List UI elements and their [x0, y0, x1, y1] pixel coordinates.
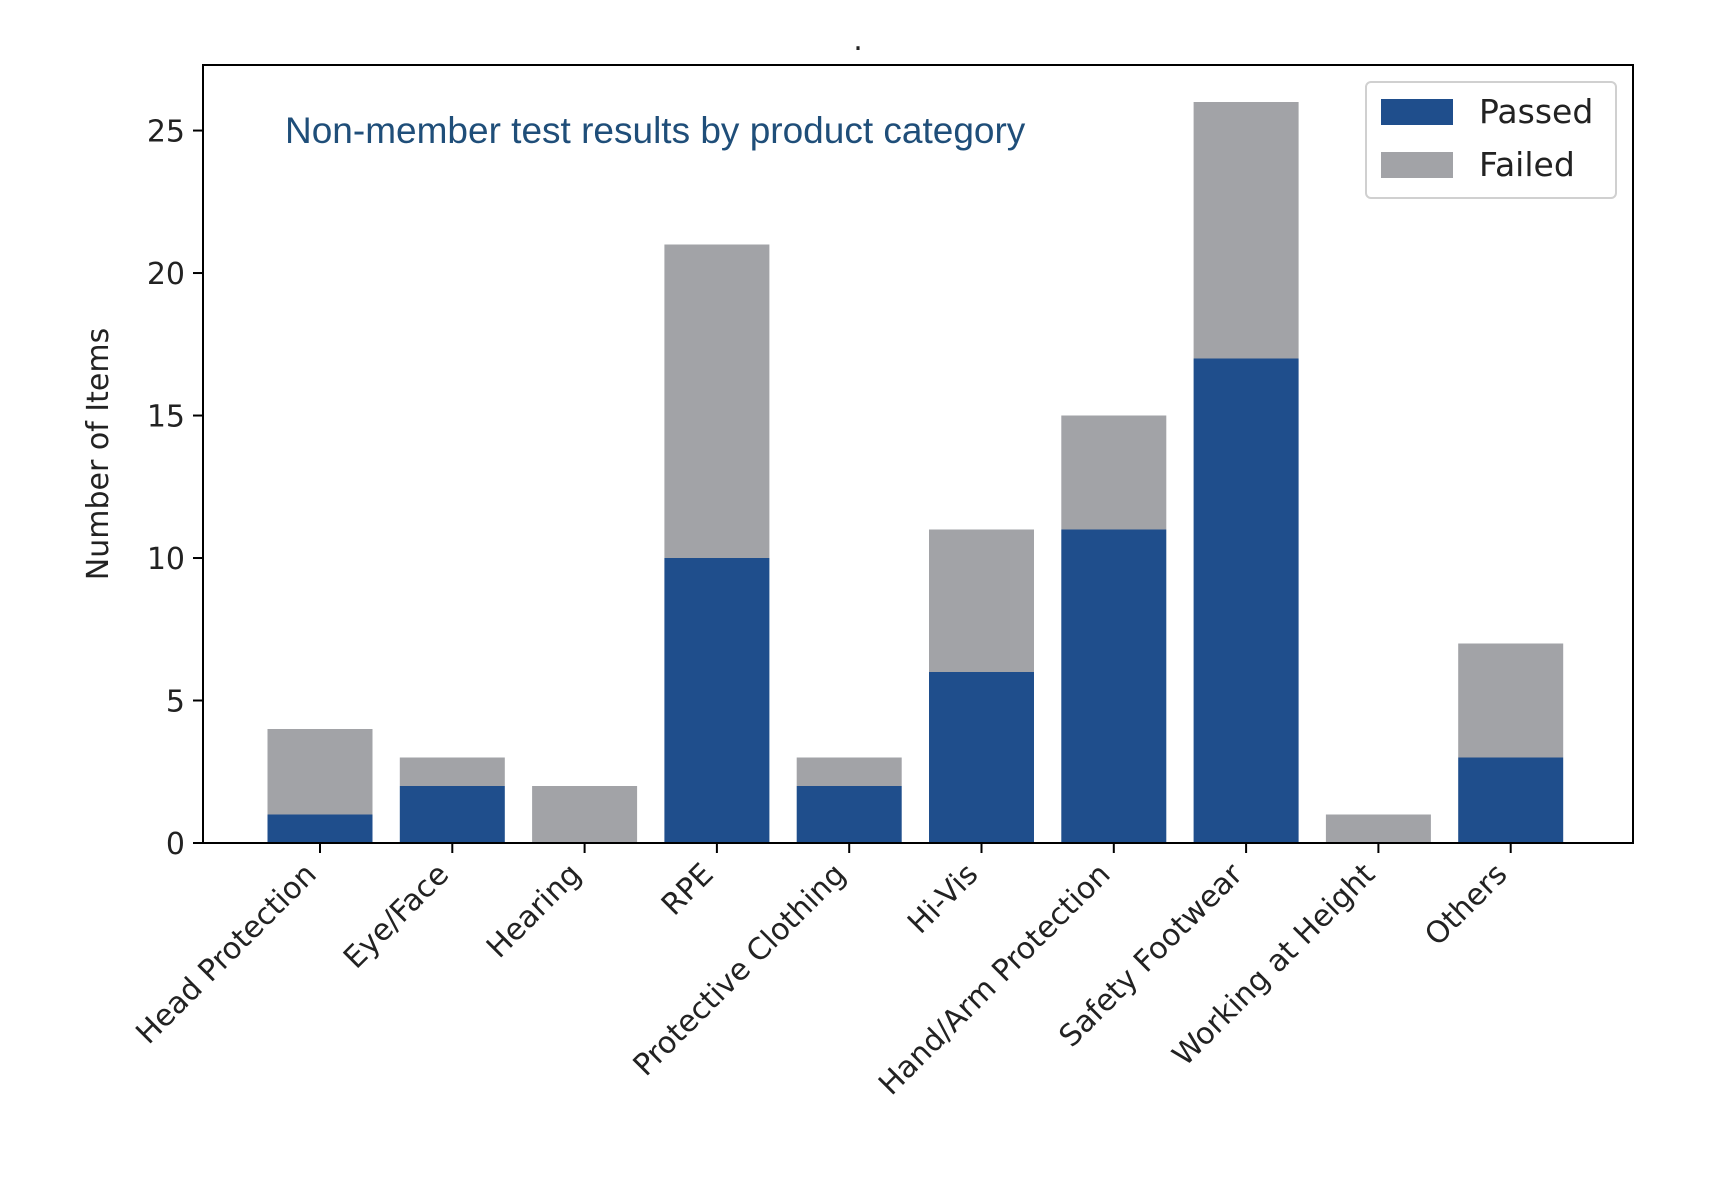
y-axis: 0 5 10 15 20 25	[147, 115, 203, 862]
bar-passed-hi-vis	[929, 672, 1034, 843]
bar-passed-hand-arm-protection	[1061, 529, 1167, 843]
bar-failed-hi-vis	[929, 529, 1034, 672]
x-tick-label: Hi-Vis	[901, 857, 985, 941]
bar-failed-hand-arm-protection	[1061, 415, 1167, 530]
legend-swatch-failed	[1381, 152, 1453, 178]
bar-failed-eye-face	[399, 757, 505, 786]
legend-label-failed: Failed	[1479, 145, 1575, 184]
y-tick-label: 10	[147, 542, 185, 577]
plot-frame	[202, 64, 1634, 844]
bar-passed-protective-clothing	[796, 786, 902, 843]
bar-failed-working-at-height	[1325, 814, 1431, 843]
x-tick-label: RPE	[655, 857, 721, 923]
bar-passed-safety-footwear	[1193, 358, 1299, 843]
bar-passed-rpe	[664, 558, 770, 843]
x-tick-label: Hearing	[480, 857, 588, 965]
bar-failed-protective-clothing	[796, 757, 902, 786]
bars-group	[267, 102, 1564, 843]
x-tick-label: Eye/Face	[337, 857, 456, 976]
y-tick-label: 0	[166, 827, 185, 862]
legend-swatch-passed	[1381, 99, 1453, 125]
bar-failed-others	[1458, 643, 1564, 758]
y-tick-label: 20	[147, 257, 185, 292]
y-tick-label: 5	[166, 685, 185, 720]
x-axis: Head Protection Eye/Face Hearing RPEProtect…	[129, 843, 1514, 1102]
bar-passed-others	[1458, 757, 1564, 843]
chart-annotation: Non-member test results by product categ…	[285, 110, 1026, 151]
bar-failed-hearing	[532, 786, 638, 843]
y-axis-label: Number of Items	[81, 328, 116, 580]
legend-label-passed: Passed	[1479, 92, 1593, 131]
legend: Passed Failed	[1365, 81, 1617, 199]
x-tick-label: Head Protection	[129, 857, 323, 1051]
chart-title: .	[853, 23, 863, 58]
y-tick-label: 15	[147, 400, 185, 435]
bar-passed-head-protection	[267, 814, 373, 843]
x-tick-label: Others	[1418, 857, 1514, 953]
bar-failed-head-protection	[267, 729, 373, 815]
bar-failed-rpe	[664, 244, 770, 558]
bar-passed-eye-face	[399, 786, 505, 843]
x-tick-label: Hand/Arm Protection	[872, 857, 1117, 1102]
y-tick-label: 25	[147, 115, 185, 150]
bar-failed-safety-footwear	[1193, 102, 1299, 359]
